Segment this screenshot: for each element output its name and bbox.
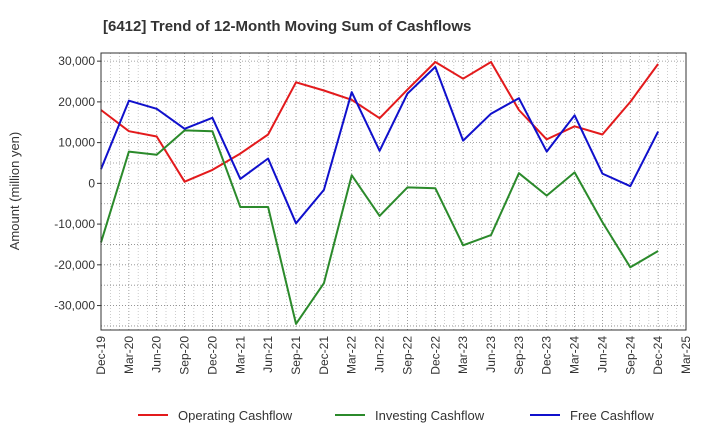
- x-tick-labels: Dec-19 Mar-20 Jun-20 Sep-20 Dec-20 Mar-21 Jun-…: [94, 336, 693, 375]
- y-axis-label: Amount (million yen): [7, 132, 22, 251]
- series-lines: [100, 61, 659, 325]
- x-tick-label: Jun-20: [150, 336, 164, 373]
- x-tick-label: Jun-21: [261, 336, 275, 373]
- legend-label: Investing Cashflow: [375, 408, 485, 423]
- axes: [100, 52, 687, 331]
- x-tick-label: Sep-21: [289, 336, 303, 375]
- x-tick-label: Sep-23: [512, 336, 526, 375]
- x-tick-label: Dec-21: [317, 336, 331, 375]
- y-tick-label: -30,000: [54, 299, 95, 313]
- plot-frame: [100, 52, 687, 331]
- x-tick-label: Mar-22: [345, 336, 359, 374]
- y-tick-label: -10,000: [54, 217, 95, 231]
- x-tick-label: Mar-21: [233, 336, 247, 374]
- legend: Operating Cashflow Investing Cashflow Free…: [138, 408, 654, 423]
- x-tick-label: Jun-23: [484, 336, 498, 373]
- y-tick-label: 0: [88, 176, 95, 190]
- x-tick-label: Sep-24: [623, 336, 637, 375]
- x-tick-label: Mar-24: [568, 336, 582, 374]
- series-line-free-cashflow: [100, 65, 659, 225]
- x-tick-label: Dec-22: [428, 336, 442, 375]
- x-tick-label: Mar-23: [456, 336, 470, 374]
- x-tick-label: Sep-22: [400, 336, 414, 375]
- y-tick-label: -20,000: [54, 258, 95, 272]
- x-tick-label: Dec-20: [205, 336, 219, 375]
- y-tick-labels: 30,000 20,000 10,000 0 -10,000 -20,000 -30,000: [54, 54, 101, 313]
- x-tick-label: Mar-20: [122, 336, 136, 374]
- x-tick-label: Jun-22: [373, 336, 387, 373]
- x-tick-label: Jun-24: [595, 336, 609, 373]
- series-line-investing-cashflow: [100, 129, 659, 325]
- y-tick-label: 20,000: [58, 95, 95, 109]
- x-tick-label: Dec-19: [94, 336, 108, 375]
- legend-label: Free Cashflow: [570, 408, 654, 423]
- y-tick-label: 30,000: [58, 54, 95, 68]
- x-tick-label: Sep-20: [178, 336, 192, 375]
- chart-title: [6412] Trend of 12-Month Moving Sum of C…: [103, 18, 471, 35]
- grid-lines: [100, 53, 687, 330]
- x-tick-label: Dec-24: [651, 336, 665, 375]
- legend-label: Operating Cashflow: [178, 408, 293, 423]
- y-tick-label: 10,000: [58, 136, 95, 150]
- x-tick-label: Dec-23: [540, 336, 554, 375]
- series-line-operating-cashflow: [100, 61, 659, 183]
- x-tick-label: Mar-25: [679, 336, 693, 374]
